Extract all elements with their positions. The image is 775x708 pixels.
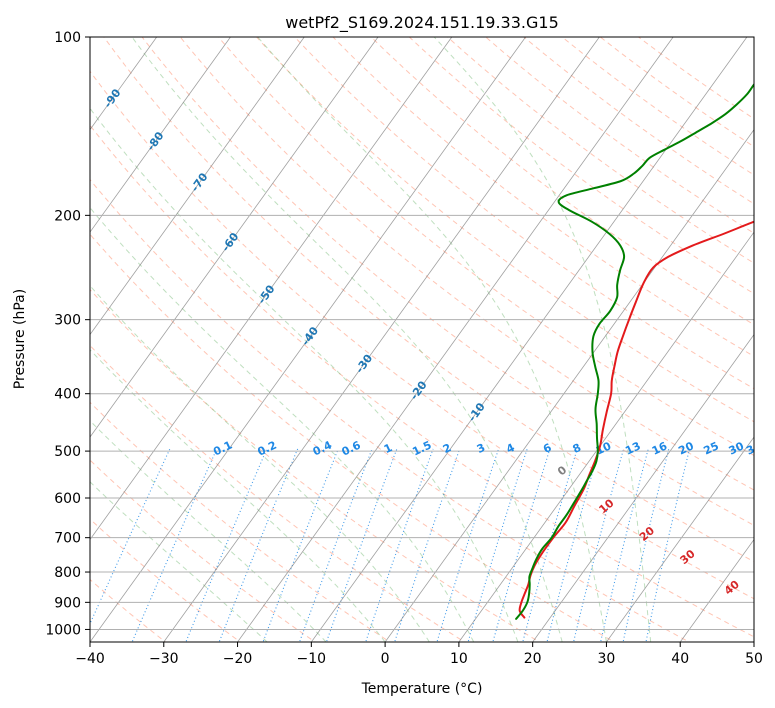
x-tick-label: 40	[671, 651, 689, 667]
mixing-ratio-line	[436, 448, 500, 642]
mixing-ratio-line	[185, 448, 268, 642]
dry-adiabat-line	[370, 37, 754, 326]
x-tick-label: 20	[524, 651, 542, 667]
dry-adiabat-line	[90, 459, 316, 642]
chart-title: wetPf2_S169.2024.151.19.33.G15	[285, 13, 559, 33]
dry-adiabat-line	[332, 37, 754, 357]
dewpoint-profile-line	[515, 82, 754, 620]
dry-adiabat-line	[90, 233, 616, 642]
dry-adiabat-line	[294, 37, 754, 390]
dry-adiabat-line	[90, 288, 541, 642]
x-tick-label: −30	[149, 651, 179, 667]
moist-adiabat-line	[90, 420, 327, 642]
y-axis-title: Pressure (hPa)	[12, 289, 28, 389]
isotherm-line	[90, 37, 379, 438]
x-tick-label: −20	[223, 651, 253, 667]
x-tick-label: −40	[75, 651, 105, 667]
dry-adiabat-line	[599, 37, 754, 148]
moist-adiabat-line	[90, 107, 519, 642]
y-tick-label: 400	[54, 387, 81, 403]
plot-frame	[89, 36, 755, 643]
y-tick-label: 500	[54, 444, 81, 460]
x-axis: −40 −30 −20 −10 0 10 20 30 40 50	[75, 642, 763, 667]
moist-adiabat-line	[90, 349, 386, 642]
y-tick-label: 800	[54, 565, 81, 581]
mixing-ratio-line	[492, 448, 551, 642]
y-tick-label: 200	[54, 208, 81, 224]
dry-adiabat-line	[141, 37, 754, 526]
y-tick-label: 100	[54, 30, 81, 46]
dry-adiabat-line	[90, 124, 754, 638]
x-tick-label: 50	[745, 651, 763, 667]
dry-adiabat-line	[485, 37, 754, 234]
isotherm-line	[237, 37, 674, 642]
y-axis: 100 200 300 400 500 600 700 800 900 1000	[45, 30, 90, 638]
y-tick-label: 300	[54, 313, 81, 329]
moist-adiabat-line	[433, 37, 652, 642]
isotherm-line	[532, 333, 754, 642]
x-tick-label: −10	[297, 651, 327, 667]
mixing-ratio-line	[467, 448, 528, 642]
dry-adiabat-line	[90, 70, 754, 600]
background-lines	[90, 37, 754, 642]
dry-adiabat-line	[103, 37, 754, 563]
x-tick-label: 0	[381, 651, 390, 667]
mixing-ratio-label: 36	[744, 439, 764, 457]
x-tick-label: 10	[450, 651, 468, 667]
isotherm-line	[90, 37, 453, 541]
y-tick-label: 1000	[45, 622, 81, 638]
dry-adiabat-line	[255, 37, 754, 423]
dry-adiabat-line	[90, 178, 691, 642]
moist-adiabat-line	[90, 206, 475, 642]
mixing-ratio-label: 20	[676, 439, 696, 457]
mixing-ratio-line	[394, 448, 461, 642]
isotherm-line	[458, 231, 754, 642]
mixing-ratio-line	[218, 448, 299, 642]
mixing-ratio-line	[546, 448, 600, 642]
isotherm-line	[90, 37, 305, 336]
isotherm-line	[679, 538, 754, 642]
isotherm-line	[384, 128, 754, 642]
isotherm-line	[606, 436, 754, 642]
dry-adiabat-line	[90, 344, 466, 642]
x-tick-label: 30	[598, 651, 616, 667]
dry-adiabat-line	[523, 37, 754, 205]
isotherm-line	[311, 37, 748, 642]
mixing-ratio-line	[131, 448, 218, 642]
temperature-profile-line	[518, 220, 754, 619]
x-axis-title: Temperature (°C)	[361, 681, 483, 697]
mixing-ratio-label: 30	[727, 439, 747, 457]
mixing-ratio-line	[365, 448, 434, 642]
grid-lines	[90, 37, 754, 642]
moist-adiabat-line	[131, 37, 563, 642]
dry-adiabat-line	[217, 37, 754, 457]
moist-adiabat-line	[257, 37, 607, 642]
plot-area	[90, 37, 754, 642]
y-tick-label: 600	[54, 491, 81, 507]
y-tick-label: 900	[54, 595, 81, 611]
mixing-ratio-label: 13	[623, 439, 642, 457]
isotherm-line	[163, 37, 600, 642]
mixing-ratio-line	[572, 448, 625, 642]
mixing-ratio-label: 16	[650, 439, 670, 457]
profile-series	[515, 82, 754, 620]
dry-adiabat-line	[179, 37, 754, 491]
isotherm-line	[90, 37, 231, 233]
isotherm-line	[90, 37, 526, 642]
mixing-ratio-label: 25	[702, 439, 721, 457]
mixing-ratio-line	[90, 448, 171, 626]
dry-adiabat-line	[90, 518, 242, 642]
y-tick-label: 700	[54, 531, 81, 547]
